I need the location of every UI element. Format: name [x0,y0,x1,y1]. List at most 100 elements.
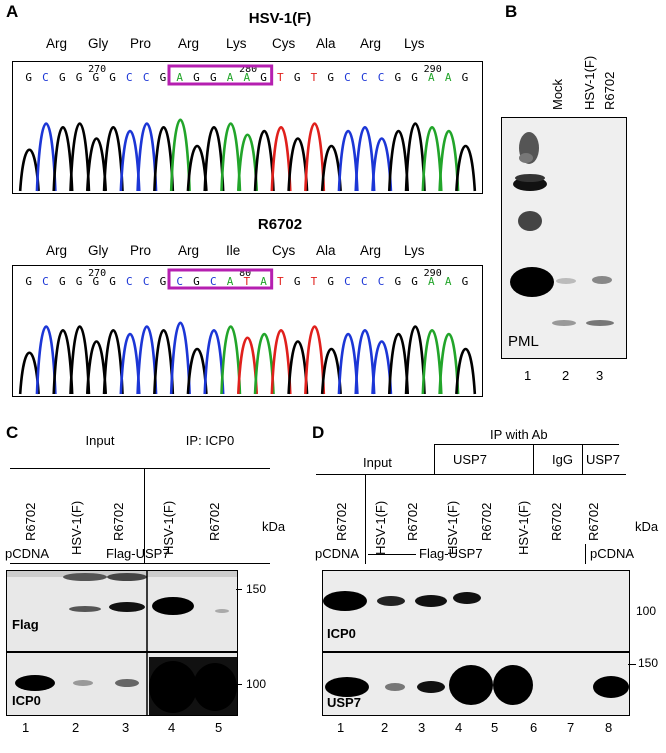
pml-label: PML [508,333,539,350]
top-aa-0: Arg [46,36,68,51]
bottom-base-14: A [260,275,267,288]
bottom-peak-11 [203,328,225,395]
c-kda: kDa [262,519,286,534]
bottom-base-19: C [344,275,351,288]
d-lane-2: 2 [381,720,389,735]
d-usp7-a: USP7 [453,452,487,467]
top-peak-21 [371,137,393,192]
bottom-base-26: G [462,275,469,288]
bottom-base-20: C [361,275,368,288]
bottom-peak-23 [404,325,426,395]
top-base-16: G [294,71,301,84]
d-mw-tick-150 [628,664,636,665]
panel-a-top-title: HSV-1(F) [248,10,312,27]
top-peak-2 [52,125,74,192]
d-lane-8: 8 [605,720,613,735]
top-peak-25 [438,129,460,192]
bottom-base-9: C [176,275,183,288]
bottom-peak-9 [169,321,191,395]
pml-blot: PML [501,117,627,359]
top-peak-13 [236,133,259,192]
bottom-base-21: C [378,275,385,288]
c-lane-2: 2 [72,720,80,735]
bottom-peak-6 [119,332,141,395]
bottom-aa-2: Pro [130,243,152,258]
lane-label-mock: Mock [550,78,565,110]
d-mw-100: 100 [636,604,657,618]
bottom-peak-18 [320,347,342,395]
c-row-line [10,563,270,564]
top-peak-10 [186,144,208,192]
bottom-peak-3 [69,325,91,395]
top-peak-0 [18,148,40,192]
bottom-position-2: 290 [424,268,442,279]
top-peak-5 [102,125,124,192]
bottom-peak-21 [371,340,393,395]
bottom-peak-22 [387,332,410,395]
top-base-26: G [462,71,469,84]
top-base-6: C [126,71,133,84]
panel-d-letter: D [312,423,325,442]
chromatogram-bottom: 270 80 290 G C G G G G C C G C G C A T A T G T G C C C G G A A G [12,265,483,397]
top-peak-20 [354,125,376,192]
top-peak-23 [404,122,426,192]
bottom-aa-7: Arg [360,243,382,258]
bottom-base-10: G [193,275,200,288]
bottom-base-6: C [126,275,133,288]
pml-blot-bands [502,118,626,358]
top-peak-11 [203,125,225,192]
top-base-5: G [109,71,116,84]
top-peak-15 [270,125,292,192]
top-peak-17 [304,122,326,192]
bottom-aa-6: Ala [316,243,336,258]
top-peak-8 [153,125,175,192]
c-icp0-blot: ICP0 [6,652,238,716]
bottom-peak-7 [136,325,158,395]
top-base-1: C [42,71,49,84]
top-peak-14 [253,129,275,192]
bottom-base-25: A [445,275,452,288]
d-input-label: Input [363,455,392,470]
top-peak-4 [85,137,108,192]
chromatogram-top: 270 280 290 G C G G G G C C G A G G A A G T G T G C C C G G A A G [12,61,483,194]
top-base-22: G [395,71,402,84]
c-icp0-blot-bands [7,653,237,715]
bottom-base-1: C [42,275,49,288]
lane-label-r6702: R6702 [602,71,617,110]
bottom-position-1: 80 [239,268,251,279]
c-ip-label: IP: ICP0 [185,433,235,448]
top-peak-22 [387,129,410,192]
bottom-base-18: G [327,275,334,288]
bottom-peak-8 [153,328,175,395]
top-base-7: C [143,71,150,84]
top-aa-3: Arg [178,36,200,51]
d-lane-5: 5 [491,720,499,735]
c-header-line [10,468,270,469]
top-peak-16 [287,137,309,192]
d-icp0-blot-bands [323,571,629,651]
c-lane-4: 4 [168,720,176,735]
bottom-base-2: G [59,275,66,288]
top-position-1: 280 [239,64,257,75]
c-flag-label: Flag [12,617,39,632]
bottom-base-3: G [76,275,83,288]
b-lane-3: 3 [596,368,604,383]
d-lane-6: 6 [530,720,538,735]
top-base-14: G [260,71,267,84]
top-base-10: G [193,71,200,84]
d-lane-7: 7 [567,720,575,735]
b-lane-2: 2 [562,368,570,383]
bottom-position-0: 270 [88,268,106,279]
top-base-20: C [361,71,368,84]
bottom-aa-0: Arg [46,243,68,258]
bottom-codon-highlight [167,268,274,290]
top-aa-8: Lys [404,36,425,51]
top-base-9: A [176,71,183,84]
top-aa-6: Ala [316,36,336,51]
bottom-peak-20 [354,328,376,395]
d-lane-label-7: R6702 [549,502,564,541]
bottom-peak-2 [52,328,74,395]
d-ip-line [434,444,619,445]
top-peak-26 [455,144,477,192]
